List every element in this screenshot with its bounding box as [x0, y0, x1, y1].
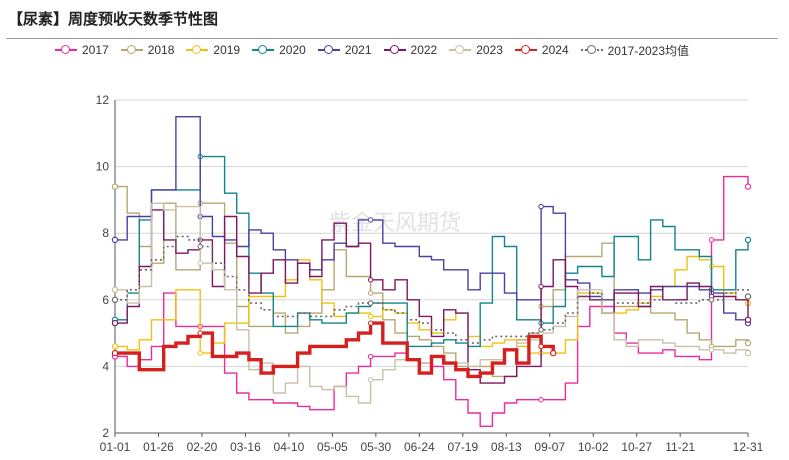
y-tick-label: 4 — [102, 359, 109, 373]
series-marker-2022 — [744, 316, 752, 323]
series-marker-2017-2023均值 — [367, 300, 374, 306]
chart-legend: 2017 2018 2019 2020 2021 2022 2023 2024 2017-202… — [55, 41, 701, 59]
series-marker-2017-2023均值 — [538, 327, 544, 333]
x-tick-label: 04-10 — [274, 440, 305, 454]
legend-item-2019[interactable]: 2019 — [186, 43, 240, 57]
legend-label: 2019 — [213, 43, 241, 57]
y-tick-label: 12 — [96, 93, 110, 107]
y-tick-label: 8 — [102, 226, 109, 240]
gridlines — [115, 99, 748, 367]
legend-item-2017[interactable]: 2017 — [55, 43, 109, 57]
series-marker-2017 — [367, 353, 374, 360]
legend-label: 2022 — [410, 43, 438, 57]
x-tick-label: 09-07 — [534, 440, 565, 454]
x-tick-label: 11-21 — [665, 440, 695, 454]
series-marker-2017-2023均值 — [197, 243, 203, 250]
legend-swatch — [55, 44, 77, 56]
series-marker-2017 — [744, 183, 752, 190]
title-divider — [6, 38, 778, 39]
series-marker-2023 — [744, 349, 752, 357]
legend-swatch — [514, 44, 537, 56]
legend-item-2018[interactable]: 2018 — [120, 43, 175, 57]
series-line-2021 — [115, 116, 749, 324]
y-tick-label: 6 — [102, 293, 109, 307]
series-marker-2017 — [708, 237, 715, 243]
series-marker-2017-2023均值 — [111, 296, 119, 303]
x-tick-label: 02-20 — [187, 440, 218, 454]
y-tick-label: 2 — [102, 426, 109, 440]
series-marker-2021 — [367, 217, 374, 223]
x-tick-label: 01-26 — [143, 440, 174, 454]
series-marker-2024 — [538, 343, 544, 350]
series-marker-2021 — [538, 203, 544, 210]
legend-item-2021[interactable]: 2021 — [317, 43, 372, 57]
series-marker-2023 — [708, 347, 715, 353]
series-marker-2024 — [367, 320, 374, 326]
x-tick-label: 06-24 — [404, 440, 435, 454]
series — [111, 116, 752, 427]
axes: 2 4 6 8 10 12 01-01 01-26 02-20 03-16 04-10 05-05 05… — [96, 93, 764, 454]
x-tick-label: 07-19 — [447, 440, 478, 454]
legend-label: 2017-2023均值 — [607, 43, 690, 58]
chart-title: 【尿素】周度预收天数季节性图 — [8, 10, 219, 28]
series-marker-2017 — [538, 397, 544, 403]
legend-swatch — [383, 44, 406, 56]
legend-item-2020[interactable]: 2020 — [252, 43, 306, 57]
series-marker-2023 — [367, 377, 374, 383]
series-line-2020 — [115, 155, 749, 348]
legend-item-2023[interactable]: 2023 — [449, 43, 503, 57]
series-marker-2022 — [367, 277, 374, 283]
series-marker-2024 — [550, 349, 557, 357]
legend-swatch — [120, 44, 143, 56]
x-tick-label: 10-27 — [621, 440, 652, 454]
legend-swatch — [580, 44, 603, 56]
legend-swatch — [252, 44, 275, 56]
watermark: 紫金天风期货 — [329, 211, 461, 236]
series-marker-2018 — [367, 290, 374, 296]
series-marker-2019 — [111, 343, 119, 350]
legend-label: 2018 — [147, 43, 175, 57]
legend-swatch — [186, 44, 209, 56]
series-line-2024 — [115, 321, 555, 379]
x-tick-label: 05-30 — [361, 440, 392, 454]
series-marker-2024 — [111, 349, 119, 357]
legend-label: 2023 — [476, 43, 503, 57]
x-tick-label: 08-13 — [491, 440, 522, 454]
series-marker-2021 — [111, 236, 119, 244]
legend-item-2017-2023均值[interactable]: 2017-2023均值 — [580, 42, 690, 59]
x-tick-label: 10-02 — [578, 440, 609, 454]
legend-item-2024[interactable]: 2024 — [514, 43, 569, 57]
legend-swatch — [449, 44, 472, 56]
series-line-2017-2023均值 — [115, 235, 749, 344]
x-tick-label: 03-16 — [230, 440, 261, 454]
series-marker-2017-2023均值 — [744, 293, 752, 300]
legend-swatch — [317, 44, 340, 56]
series-marker-2024 — [197, 330, 203, 336]
series-marker-2019 — [367, 313, 374, 320]
x-tick-label: 01-01 — [100, 440, 131, 454]
series-line-2019 — [115, 255, 749, 354]
legend-label: 2021 — [344, 43, 372, 57]
legend-label: 2024 — [541, 43, 569, 57]
x-tick-label: 12-31 — [733, 440, 764, 454]
legend-label: 2017 — [82, 43, 109, 57]
series-line-2022 — [115, 209, 749, 384]
series-marker-2023 — [197, 260, 203, 266]
series-marker-2022 — [538, 283, 544, 290]
legend-item-2022[interactable]: 2022 — [383, 43, 438, 57]
series-marker-2017-2023均值 — [708, 297, 715, 303]
series-marker-2018 — [744, 339, 752, 347]
legend-label: 2020 — [279, 43, 306, 57]
x-tick-label: 05-05 — [317, 440, 348, 454]
series-marker-2020 — [744, 236, 752, 244]
series-marker-2019 — [197, 350, 203, 356]
series-marker-2023 — [111, 286, 119, 294]
series-marker-2022 — [111, 319, 119, 327]
y-tick-label: 10 — [96, 160, 110, 174]
series-marker-2018 — [111, 183, 119, 190]
